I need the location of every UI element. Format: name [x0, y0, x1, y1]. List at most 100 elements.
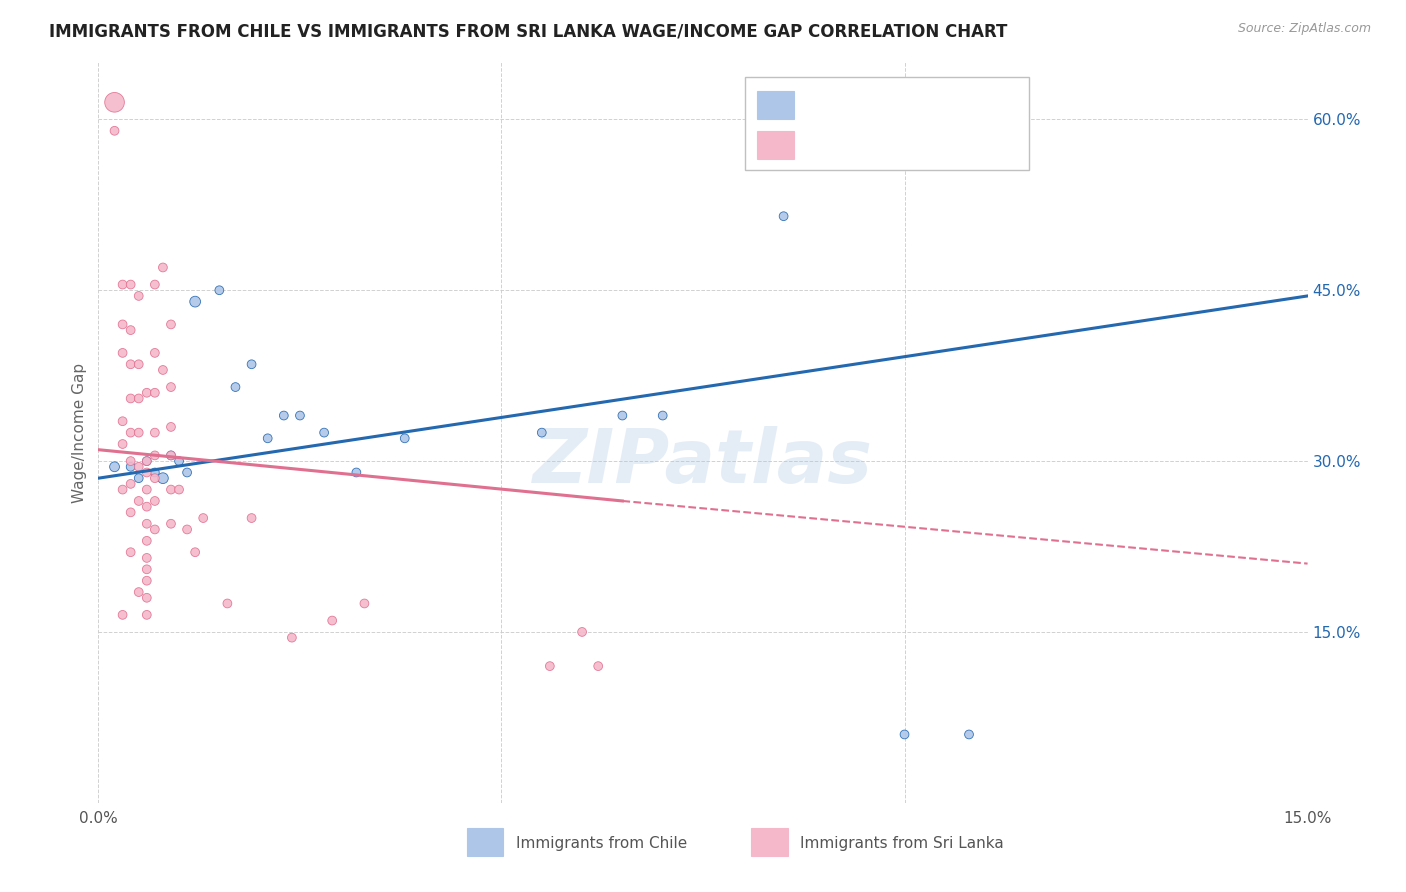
- Point: [135, 454, 157, 468]
- Point: [160, 483, 183, 497]
- Point: [143, 449, 166, 463]
- Point: [288, 409, 311, 423]
- Y-axis label: Wage/Income Gap: Wage/Income Gap: [72, 362, 87, 503]
- Point: [152, 363, 174, 377]
- Point: [160, 516, 183, 531]
- Point: [120, 277, 142, 292]
- Point: [135, 591, 157, 605]
- Point: [135, 550, 157, 565]
- Point: [135, 500, 157, 514]
- Point: [103, 124, 125, 138]
- Point: [273, 409, 295, 423]
- Point: [120, 323, 142, 337]
- Point: [120, 392, 142, 406]
- Point: [160, 449, 183, 463]
- Point: [240, 357, 263, 371]
- FancyBboxPatch shape: [745, 78, 1029, 169]
- Point: [128, 392, 150, 406]
- Point: [128, 471, 150, 485]
- Point: [135, 454, 157, 468]
- Bar: [758, 130, 794, 159]
- Point: [160, 318, 183, 332]
- Point: [152, 471, 174, 485]
- Text: 0.250: 0.250: [855, 92, 907, 110]
- Text: 25: 25: [966, 92, 990, 110]
- Point: [176, 466, 198, 480]
- Point: [167, 483, 190, 497]
- Point: [353, 597, 375, 611]
- Point: [143, 523, 166, 537]
- Point: [571, 624, 593, 639]
- Point: [120, 357, 142, 371]
- Point: [128, 459, 150, 474]
- Bar: [467, 828, 503, 856]
- Point: [103, 459, 125, 474]
- Point: [135, 466, 157, 480]
- Text: N =: N =: [921, 92, 952, 110]
- Point: [321, 614, 343, 628]
- Point: [538, 659, 561, 673]
- Point: [111, 414, 134, 428]
- Point: [135, 533, 157, 548]
- Point: [143, 346, 166, 360]
- Point: [612, 409, 634, 423]
- Point: [111, 277, 134, 292]
- Text: Immigrants from Sri Lanka: Immigrants from Sri Lanka: [800, 836, 1004, 851]
- Point: [128, 585, 150, 599]
- Point: [135, 607, 157, 622]
- Point: [314, 425, 336, 440]
- Point: [957, 727, 980, 741]
- Point: [160, 380, 183, 394]
- Point: [143, 494, 166, 508]
- Point: [143, 425, 166, 440]
- Point: [120, 425, 142, 440]
- Point: [103, 95, 125, 110]
- Point: [120, 505, 142, 519]
- Point: [143, 466, 166, 480]
- Point: [135, 483, 157, 497]
- Point: [184, 294, 207, 309]
- Point: [160, 449, 183, 463]
- Point: [193, 511, 215, 525]
- Point: [128, 425, 150, 440]
- Text: Immigrants from Chile: Immigrants from Chile: [516, 836, 686, 851]
- Point: [143, 277, 166, 292]
- Point: [586, 659, 609, 673]
- Point: [256, 431, 278, 445]
- Point: [111, 318, 134, 332]
- Point: [217, 597, 239, 611]
- Point: [111, 346, 134, 360]
- Text: -0.070: -0.070: [855, 131, 914, 149]
- Point: [120, 545, 142, 559]
- Point: [208, 283, 231, 297]
- Point: [120, 459, 142, 474]
- Point: [167, 454, 190, 468]
- Point: [893, 727, 915, 741]
- Point: [143, 471, 166, 485]
- Point: [394, 431, 416, 445]
- Point: [111, 437, 134, 451]
- Point: [651, 409, 673, 423]
- Point: [160, 420, 183, 434]
- Point: [152, 260, 174, 275]
- Text: IMMIGRANTS FROM CHILE VS IMMIGRANTS FROM SRI LANKA WAGE/INCOME GAP CORRELATION C: IMMIGRANTS FROM CHILE VS IMMIGRANTS FROM…: [49, 22, 1008, 40]
- Point: [143, 385, 166, 400]
- Point: [128, 357, 150, 371]
- Bar: [758, 91, 794, 120]
- Point: [120, 476, 142, 491]
- Point: [224, 380, 246, 394]
- Text: N =: N =: [921, 131, 952, 149]
- Point: [530, 425, 553, 440]
- Point: [135, 574, 157, 588]
- Point: [344, 466, 367, 480]
- Point: [111, 607, 134, 622]
- Point: [128, 289, 150, 303]
- Point: [135, 385, 157, 400]
- Text: Source: ZipAtlas.com: Source: ZipAtlas.com: [1237, 22, 1371, 36]
- Text: R =: R =: [806, 92, 837, 110]
- Text: 67: 67: [966, 131, 990, 149]
- Point: [111, 483, 134, 497]
- Point: [184, 545, 207, 559]
- Point: [281, 631, 304, 645]
- Point: [176, 523, 198, 537]
